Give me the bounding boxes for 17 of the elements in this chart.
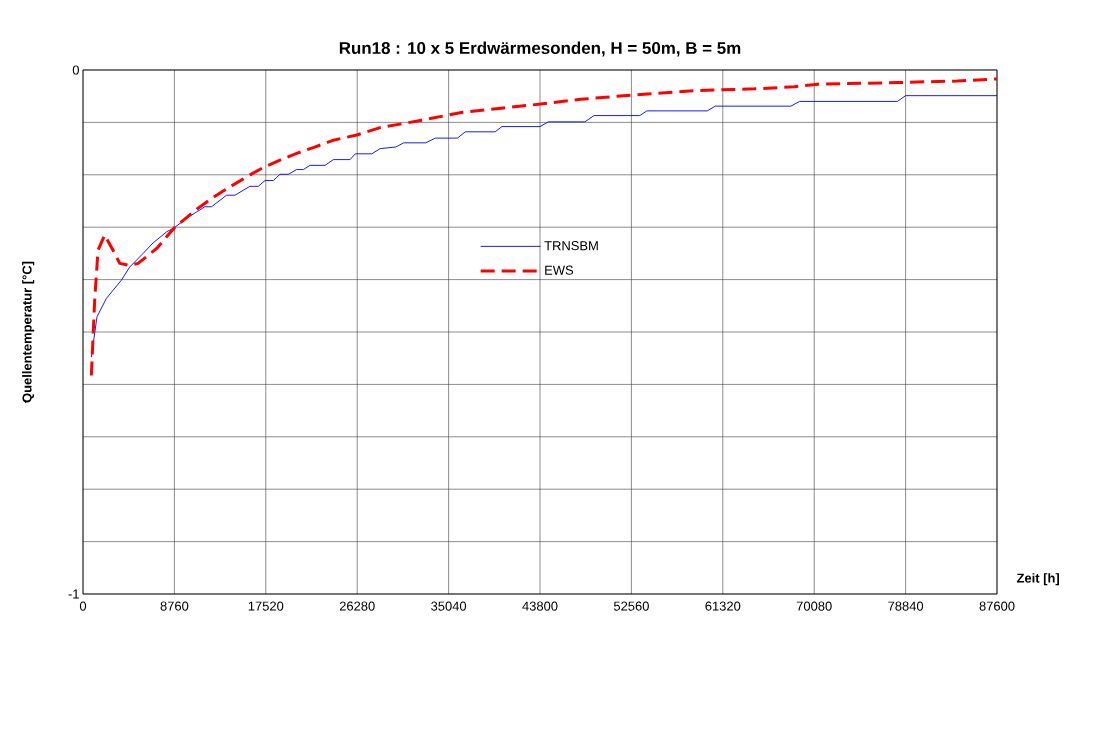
x-tick-label: 43800	[522, 601, 558, 611]
x-tick-label: 0	[79, 601, 87, 611]
x-axis-title: Zeit [h]	[1016, 573, 1059, 586]
x-tick-label: 52560	[613, 601, 649, 611]
x-tick-label: 17520	[248, 601, 284, 611]
x-tick-label: 78840	[888, 601, 924, 611]
legend-label: EWS	[545, 265, 574, 275]
x-tick-label: 26280	[339, 601, 375, 611]
x-tick-label: 61320	[705, 601, 741, 611]
y-axis-title: Quellentemperatur [°C]	[22, 261, 35, 403]
x-tick-label: 35040	[431, 601, 467, 611]
y-tick-label: -1	[68, 589, 79, 599]
x-tick-label: 8760	[160, 601, 189, 611]
x-tick-label: 87600	[979, 601, 1015, 611]
chart-title: Run18 : 10 x 5 Erdwärmesonden, H = 50m, B = 5m	[339, 41, 741, 57]
legend-label: TRNSBM	[544, 241, 598, 251]
x-tick-label: 70080	[796, 601, 832, 611]
